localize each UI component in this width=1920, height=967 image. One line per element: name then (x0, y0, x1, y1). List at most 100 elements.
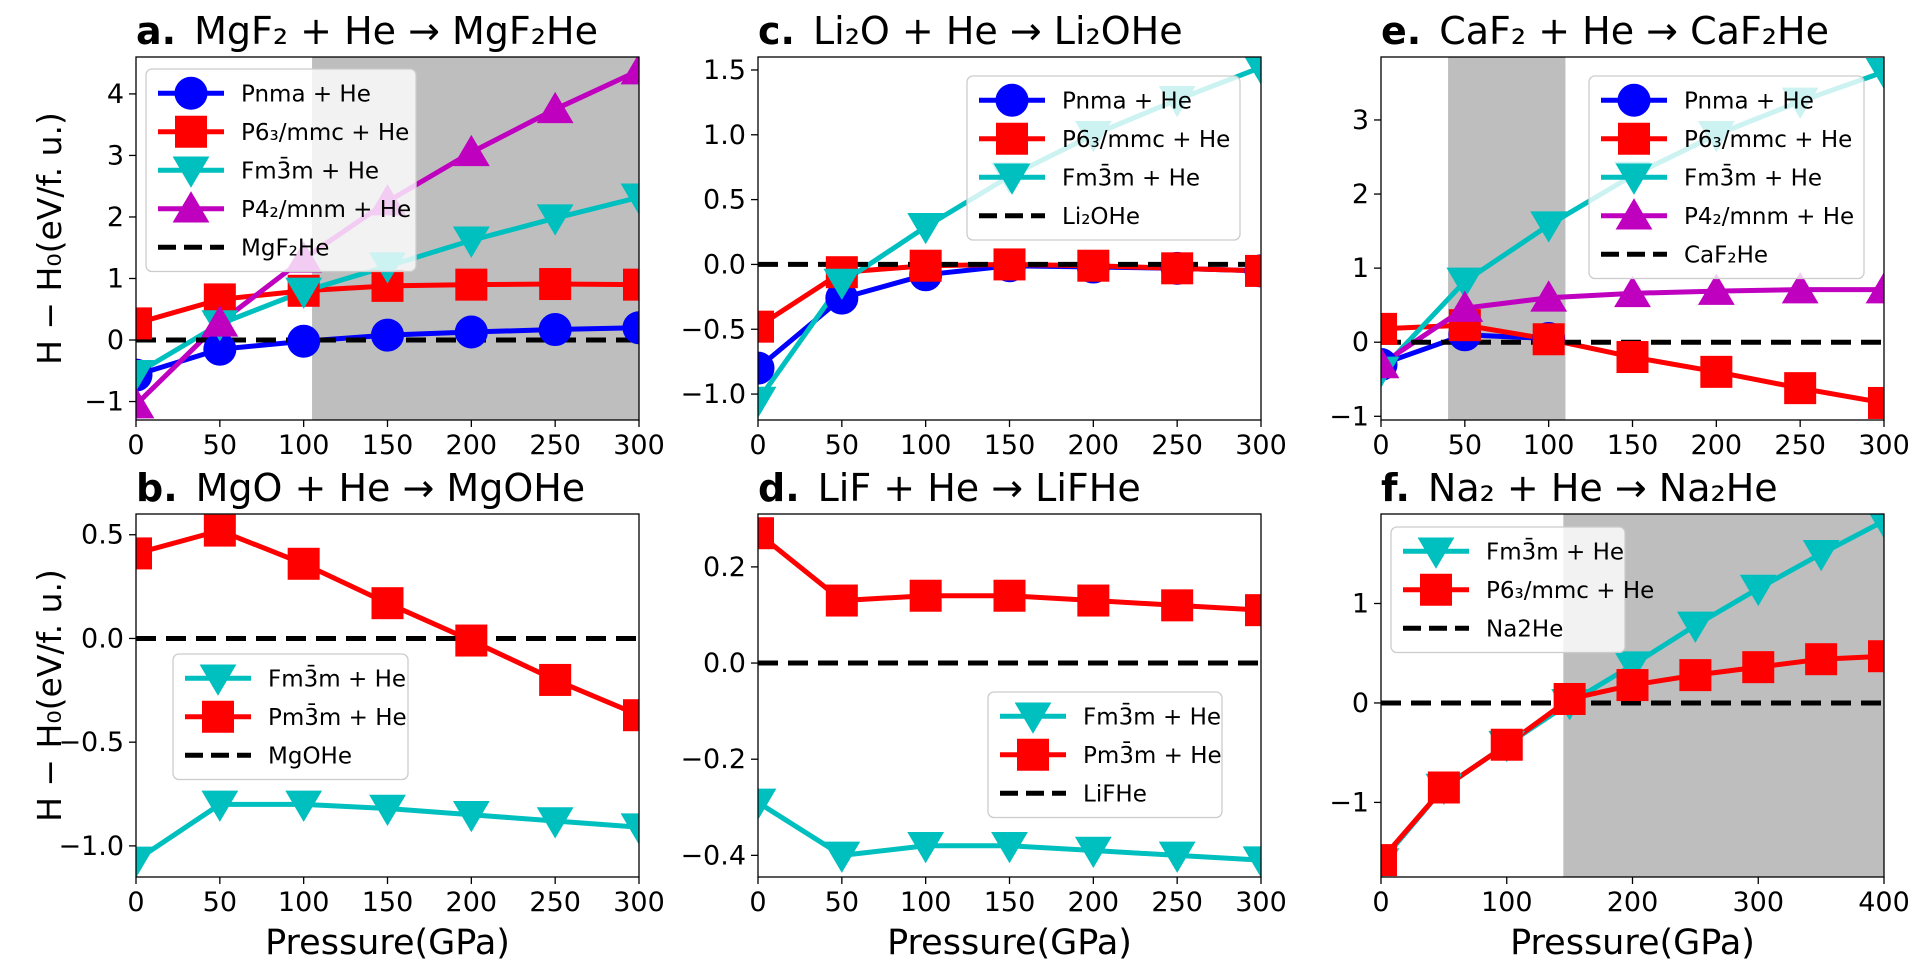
y-tick-label: −0.2 (680, 744, 746, 775)
data-point (1244, 57, 1261, 85)
data-point (136, 387, 155, 419)
x-tick-label: 200 (1068, 430, 1120, 461)
y-tick-label: −1 (1329, 401, 1369, 432)
data-point (1868, 386, 1884, 419)
legend-label: Fm3̄m + He (1062, 163, 1200, 191)
legend-entry: Pnma + He (1601, 83, 1814, 117)
legend-handle-marker (1017, 738, 1049, 771)
data-point (993, 579, 1026, 612)
data-point (371, 318, 404, 352)
data-point (536, 807, 574, 839)
legend-entry: Fm3̄m + He (979, 163, 1200, 195)
data-point (536, 204, 574, 236)
y-tick-label: −0.5 (58, 727, 124, 758)
legend-label: Pm3̄m + He (268, 703, 407, 731)
x-tick-label: 0 (127, 430, 144, 461)
data-point (1490, 728, 1523, 761)
legend-entry: MgF₂He (158, 235, 329, 261)
x-tick-label: 200 (1691, 430, 1743, 461)
legend-entry: Pnma + He (979, 83, 1192, 117)
data-point (1381, 346, 1400, 379)
legend-entry: Pm3̄m + He (1000, 738, 1222, 771)
data-point (1802, 539, 1840, 572)
legend-entry: P6₃/mmc + He (1403, 573, 1654, 606)
legend: Fm3̄m + He Pm3̄m + He MgOHe (172, 653, 409, 781)
legend-entry: Pnma + He (158, 76, 371, 110)
panel-letter: b. (136, 466, 178, 510)
legend-handle-marker (993, 163, 1031, 195)
legend-handle-marker (202, 700, 234, 733)
x-tick-label: 300 (1732, 887, 1784, 918)
legend-label: Li₂OHe (1062, 204, 1140, 230)
series-markers-1 (1381, 640, 1884, 877)
data-point (285, 277, 323, 309)
panel-f: f. Na₂ + He → Na₂He 0 100 200 300 400 −1 0 1 Press… (1329, 466, 1910, 963)
x-tick-label: 200 (1607, 887, 1659, 918)
x-tick-label: 0 (1372, 430, 1389, 461)
x-axis-label: Pressure(GPa) (1510, 923, 1755, 963)
y-tick-label: 0.5 (81, 520, 124, 551)
data-point (287, 547, 320, 580)
x-tick-label: 100 (900, 430, 952, 461)
data-point (1616, 669, 1649, 702)
data-point (1553, 682, 1586, 715)
x-tick-label: 300 (613, 430, 665, 461)
data-point (909, 249, 942, 282)
data-point (1074, 836, 1112, 869)
data-point (1245, 254, 1261, 287)
panel-title-text: MgO + He → MgOHe (196, 466, 586, 510)
legend-entry: Fm3̄m + He (1403, 537, 1624, 569)
legend-label: MgOHe (268, 743, 352, 769)
legend: Pnma + He P6₃/mmc + He Fm3̄m + He Li₂OHe (966, 75, 1241, 241)
legend-handle-marker (172, 156, 210, 188)
data-point (539, 268, 572, 301)
data-point (758, 310, 774, 343)
x-tick-label: 300 (1235, 430, 1287, 461)
data-point (136, 360, 155, 392)
legend-label: MgF₂He (241, 235, 329, 261)
data-point (1616, 341, 1649, 374)
panel-title: c. Li₂O + He → Li₂OHe (758, 9, 1183, 53)
y-tick-label: 1 (107, 263, 124, 294)
data-point (1427, 771, 1460, 804)
data-point (203, 514, 236, 547)
legend-handle-marker (1615, 198, 1653, 230)
data-point (1781, 272, 1819, 304)
data-point (1805, 643, 1838, 676)
legend-label: Fm3̄m + He (1486, 537, 1624, 565)
x-tick-label: 100 (278, 887, 330, 918)
x-tick-label: 150 (984, 430, 1036, 461)
y-axis-label: H − H₀(eV/f. u.) (30, 112, 69, 365)
series-markers-1 (1381, 309, 1884, 419)
legend-label: Fm3̄m + He (268, 664, 406, 692)
y-tick-label: 4 (107, 79, 124, 110)
x-tick-label: 100 (900, 887, 952, 918)
y-tick-label: 0.2 (703, 552, 746, 583)
data-point (1245, 594, 1261, 627)
legend-label: P6₃/mmc + He (1486, 578, 1654, 604)
x-tick-label: 100 (1523, 430, 1575, 461)
y-tick-label: 0.0 (81, 623, 124, 654)
legend-entry: Fm3̄m + He (158, 156, 379, 188)
y-tick-label: 1.0 (703, 120, 746, 151)
data-point (455, 268, 488, 301)
y-tick-label: 0.0 (703, 249, 746, 280)
legend-label: Pnma + He (1062, 88, 1192, 114)
legend-box (1390, 526, 1626, 654)
data-point (1532, 323, 1565, 356)
y-tick-label: 0 (1352, 688, 1369, 719)
data-point (1158, 841, 1196, 873)
legend-handle-marker (1420, 573, 1452, 606)
legend-entry: Li₂OHe (979, 204, 1140, 230)
y-tick-label: 1 (1352, 589, 1369, 620)
data-point (136, 537, 152, 570)
data-point (1614, 275, 1651, 308)
x-tick-label: 150 (1607, 430, 1659, 461)
panel-title: e. CaF₂ + He → CaF₂He (1381, 9, 1829, 53)
y-tick-label: 0 (1352, 327, 1369, 358)
data-point (1242, 846, 1261, 877)
x-tick-label: 50 (1448, 430, 1482, 461)
legend-box (987, 691, 1223, 819)
legend-handle-marker (175, 115, 207, 148)
legend-handle-marker (174, 76, 208, 110)
